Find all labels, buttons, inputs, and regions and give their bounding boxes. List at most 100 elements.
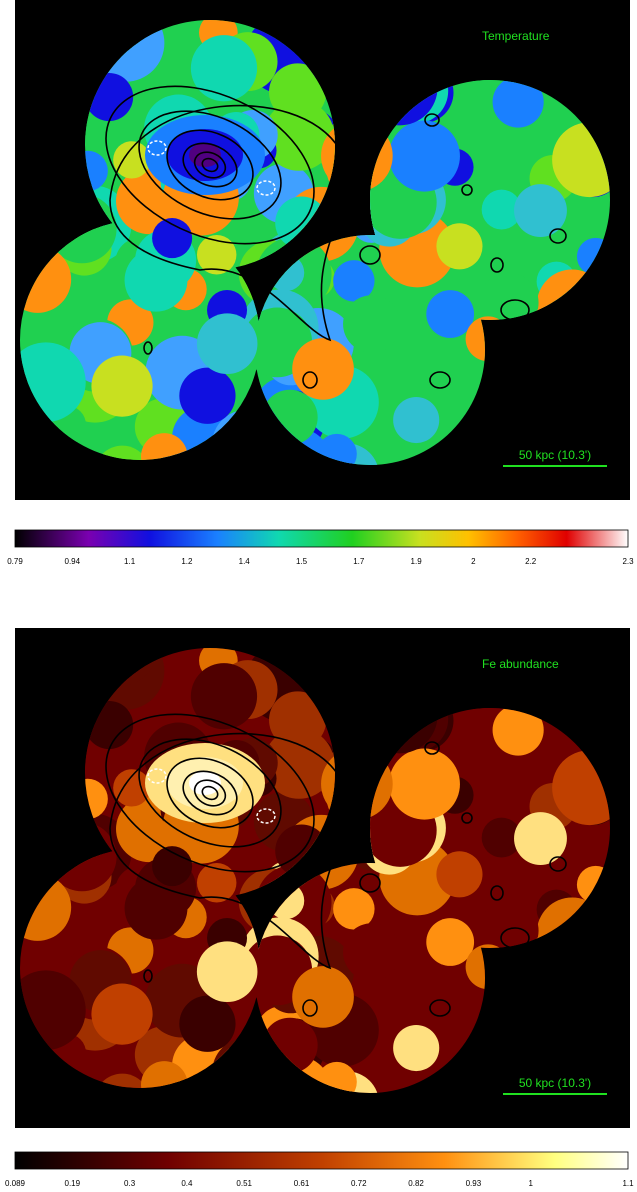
map-panel: Fe abundance 50 kpc (10.3') 0.089 0.19 0.3 0.… xyxy=(5,628,634,1188)
cell xyxy=(190,35,258,102)
contour xyxy=(490,885,504,901)
contour xyxy=(461,184,473,196)
cell xyxy=(91,355,153,417)
cell xyxy=(179,995,236,1052)
contour xyxy=(193,151,227,179)
cell xyxy=(179,367,236,424)
colorbar-tick-label: 1 xyxy=(528,1179,533,1188)
cell xyxy=(141,433,188,465)
colorbar-tick-label: 2.3 xyxy=(622,557,634,566)
cell xyxy=(426,290,475,338)
cell xyxy=(91,983,153,1045)
contour xyxy=(166,757,254,829)
colorbar-tick-label: 0.3 xyxy=(124,1179,136,1188)
cell xyxy=(492,704,544,756)
contour xyxy=(166,129,254,201)
cell xyxy=(263,100,335,171)
contour xyxy=(109,104,345,342)
contour xyxy=(549,228,567,244)
colorbar-tick-label: 0.93 xyxy=(466,1179,482,1188)
colorbar-tick-label: 0.79 xyxy=(7,557,23,566)
contour xyxy=(143,969,153,983)
cell xyxy=(481,189,522,230)
cell xyxy=(481,817,522,858)
colorbar-tick-label: 1.1 xyxy=(622,1179,634,1188)
cell xyxy=(190,663,258,730)
cell xyxy=(152,846,193,887)
cell xyxy=(343,923,401,981)
contour xyxy=(201,157,219,173)
colorbar-tick-label: 0.51 xyxy=(236,1179,252,1188)
colorbar-tick-label: 1.9 xyxy=(411,557,423,566)
contour xyxy=(359,873,381,893)
colorbar xyxy=(14,529,629,548)
colorbar-tick-label: 2 xyxy=(471,557,476,566)
contour xyxy=(182,142,238,188)
contour xyxy=(461,812,473,824)
point-source xyxy=(256,808,276,824)
map-label: Temperature xyxy=(482,29,550,43)
cell xyxy=(124,876,188,940)
contour xyxy=(500,927,530,949)
colorbar-tick-label: 0.61 xyxy=(294,1179,310,1188)
cell xyxy=(393,396,440,444)
cell xyxy=(343,295,401,353)
map-label: Fe abundance xyxy=(482,657,559,671)
cell xyxy=(141,1061,188,1093)
cell xyxy=(393,1024,440,1072)
scale-bar-label: 50 kpc (10.3') xyxy=(519,448,591,462)
cell xyxy=(333,260,375,302)
cell xyxy=(196,235,237,275)
contour xyxy=(302,999,318,1017)
contour xyxy=(359,245,381,265)
colorbar-tick-label: 0.94 xyxy=(65,557,81,566)
cell xyxy=(492,76,544,128)
cell xyxy=(263,728,335,799)
colorbar-tick-label: 0.089 xyxy=(5,1179,26,1188)
cell xyxy=(113,141,151,179)
contour xyxy=(429,371,451,389)
contour xyxy=(105,713,315,873)
point-source xyxy=(147,768,167,784)
colorbar-tick-label: 0.19 xyxy=(65,1179,81,1188)
contour xyxy=(302,371,318,389)
cell xyxy=(196,313,258,375)
contour xyxy=(193,779,227,807)
cell xyxy=(196,863,237,903)
contour xyxy=(424,113,440,127)
cell xyxy=(514,184,567,237)
cell xyxy=(292,338,354,400)
cell xyxy=(333,888,375,930)
core xyxy=(189,771,221,795)
cell xyxy=(388,748,460,820)
scale-bar-label: 50 kpc (10.3') xyxy=(519,1076,591,1090)
point-source xyxy=(147,140,167,156)
cell xyxy=(124,248,188,312)
colorbar-tick-label: 1.5 xyxy=(296,557,308,566)
colorbar-tick-label: 0.72 xyxy=(351,1179,367,1188)
cell xyxy=(292,966,354,1028)
colorbar-tick-label: 0.82 xyxy=(408,1179,424,1188)
contour xyxy=(429,999,451,1017)
colorbar xyxy=(14,1151,629,1170)
contour xyxy=(549,856,567,872)
cell xyxy=(388,120,460,192)
cell xyxy=(113,769,151,807)
contour xyxy=(490,257,504,273)
cell xyxy=(196,941,258,1003)
contour xyxy=(105,85,315,245)
colorbar-tick-label: 1.4 xyxy=(239,557,251,566)
cell xyxy=(436,851,483,898)
colorbar-tick-label: 1.2 xyxy=(181,557,193,566)
colorbar-tick-label: 1.7 xyxy=(353,557,365,566)
core xyxy=(189,143,221,167)
cell xyxy=(152,218,193,259)
colorbar-tick-label: 1.1 xyxy=(124,557,136,566)
cell xyxy=(436,223,483,270)
colorbar-tick-label: 0.4 xyxy=(181,1179,193,1188)
contour xyxy=(143,341,153,355)
contour xyxy=(424,741,440,755)
colorbar-tick-label: 2.2 xyxy=(525,557,537,566)
contour xyxy=(500,299,530,321)
